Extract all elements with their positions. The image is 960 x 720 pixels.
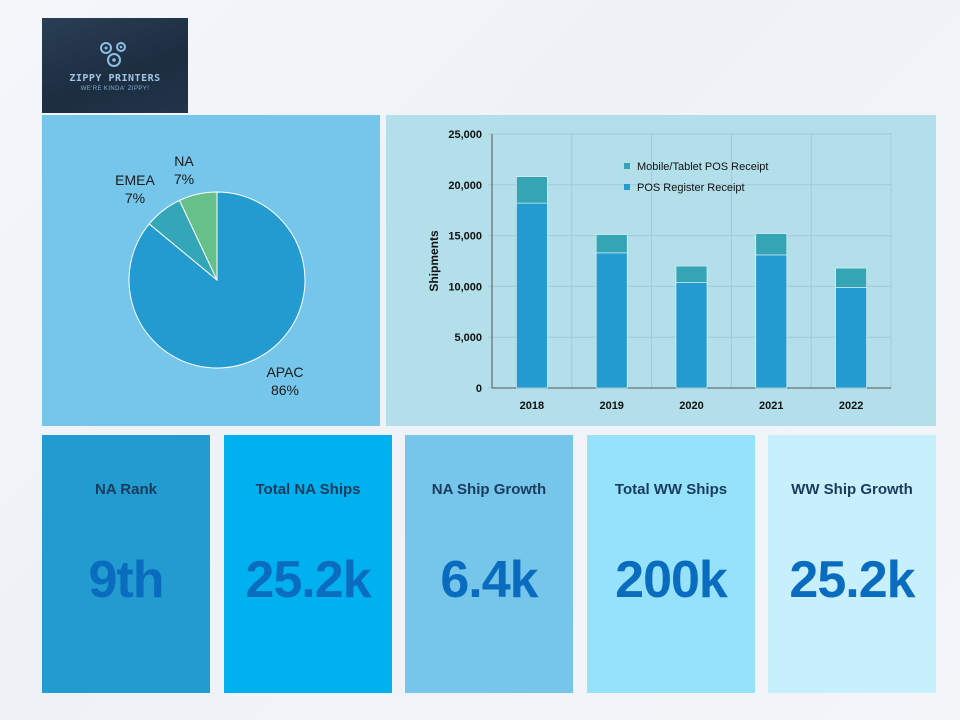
legend-swatch bbox=[624, 184, 630, 190]
bar-2020-pos-register bbox=[675, 282, 708, 389]
kpi-title: Total WW Ships bbox=[614, 481, 728, 498]
bar-2018-mobile-tablet bbox=[516, 176, 548, 204]
pie-slice-na bbox=[178, 191, 218, 281]
region-pie-panel: APAC 86% EMEA 7% NA 7% bbox=[42, 115, 380, 426]
x-tick-label: 2019 bbox=[599, 400, 623, 412]
bar-2018-pos-register bbox=[516, 202, 548, 389]
kpi-value: 200k bbox=[615, 551, 728, 609]
bar-2019-mobile-tablet bbox=[595, 234, 628, 254]
gears-icon bbox=[100, 42, 126, 67]
bar-2022-mobile-tablet bbox=[835, 267, 867, 288]
legend-swatch bbox=[624, 163, 630, 169]
bar-2020-mobile-tablet bbox=[675, 265, 708, 283]
logo-tagline: WE'RE KINDA' ZIPPY! bbox=[80, 86, 150, 92]
kpi-card-total-na-ships: Total NA Ships 25.2k bbox=[224, 435, 392, 693]
pie-percent-emea: 7% bbox=[125, 190, 145, 206]
kpi-value: 6.4k bbox=[440, 551, 538, 609]
pie-percent-na: 7% bbox=[174, 171, 194, 187]
y-tick-label: 20,000 bbox=[448, 180, 482, 192]
kpi-title: Total NA Ships bbox=[255, 481, 361, 498]
shipments-bar-chart: 0 5,000 10,000 15,000 20,000 25,000 Shipments 2… bbox=[427, 129, 892, 412]
pie-percent-apac: 86% bbox=[271, 382, 299, 398]
pie-slice-apac bbox=[128, 191, 306, 369]
bar-2022-pos-register bbox=[835, 287, 867, 389]
kpi-value: 9th bbox=[88, 551, 165, 609]
kpi-value: 25.2k bbox=[245, 551, 371, 609]
legend-label: Mobile/Tablet POS Receipt bbox=[637, 161, 768, 173]
y-tick-label: 0 bbox=[476, 383, 482, 395]
region-pie-chart: APAC 86% EMEA 7% NA 7% bbox=[115, 153, 306, 398]
company-logo: ZIPPY PRINTERS WE'RE KINDA' ZIPPY! bbox=[42, 18, 188, 113]
kpi-title: NA Ship Growth bbox=[431, 481, 547, 498]
legend-label: POS Register Receipt bbox=[637, 182, 745, 194]
x-tick-label: 2018 bbox=[520, 400, 544, 412]
pie-label-emea: EMEA bbox=[115, 172, 155, 188]
kpi-value: 25.2k bbox=[789, 551, 915, 609]
logo-name: ZIPPY PRINTERS bbox=[69, 73, 161, 84]
y-tick-label: 25,000 bbox=[448, 129, 482, 141]
kpi-title: WW Ship Growth bbox=[791, 481, 913, 498]
kpi-card-total-ww-ships: Total WW Ships 200k bbox=[587, 435, 755, 693]
x-tick-label: 2021 bbox=[759, 400, 783, 412]
bar-2019-pos-register bbox=[595, 252, 628, 389]
y-tick-label: 5,000 bbox=[454, 332, 482, 344]
y-tick-label: 15,000 bbox=[448, 231, 482, 243]
bar-2021-pos-register bbox=[755, 254, 788, 389]
kpi-card-ww-ship-growth: WW Ship Growth 25.2k bbox=[768, 435, 936, 693]
kpi-card-na-rank: NA Rank 9th bbox=[42, 435, 210, 693]
kpi-card-na-ship-growth: NA Ship Growth 6.4k bbox=[405, 435, 573, 693]
y-axis-label: Shipments bbox=[427, 230, 441, 292]
x-tick-label: 2022 bbox=[839, 400, 863, 412]
pie-label-na: NA bbox=[174, 153, 194, 169]
x-tick-label: 2020 bbox=[679, 400, 703, 412]
y-tick-label: 10,000 bbox=[448, 281, 482, 293]
kpi-title: NA Rank bbox=[95, 481, 157, 498]
bar-2021-mobile-tablet bbox=[755, 233, 788, 256]
pie-label-apac: APAC bbox=[266, 364, 303, 380]
shipments-bar-panel: 0 5,000 10,000 15,000 20,000 25,000 Shipments 2… bbox=[386, 115, 936, 426]
